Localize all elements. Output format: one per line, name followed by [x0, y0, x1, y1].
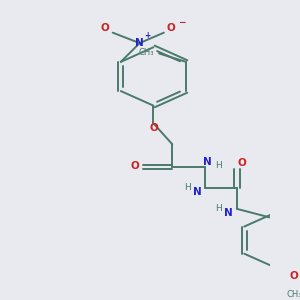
Text: H: H: [214, 204, 221, 213]
Text: −: −: [178, 18, 185, 27]
Text: N: N: [224, 208, 233, 218]
Text: O: O: [130, 161, 139, 171]
Text: O: O: [290, 271, 298, 281]
Text: N: N: [203, 157, 212, 167]
Text: O: O: [149, 122, 158, 133]
Text: N: N: [194, 187, 202, 197]
Text: O: O: [166, 23, 175, 34]
Text: +: +: [145, 31, 151, 40]
Text: H: H: [214, 160, 221, 169]
Text: CH₃: CH₃: [286, 290, 300, 299]
Text: H: H: [184, 184, 190, 193]
Text: O: O: [238, 158, 247, 168]
Text: CH₃: CH₃: [138, 48, 154, 57]
Text: N: N: [135, 38, 144, 48]
Text: O: O: [100, 23, 109, 34]
